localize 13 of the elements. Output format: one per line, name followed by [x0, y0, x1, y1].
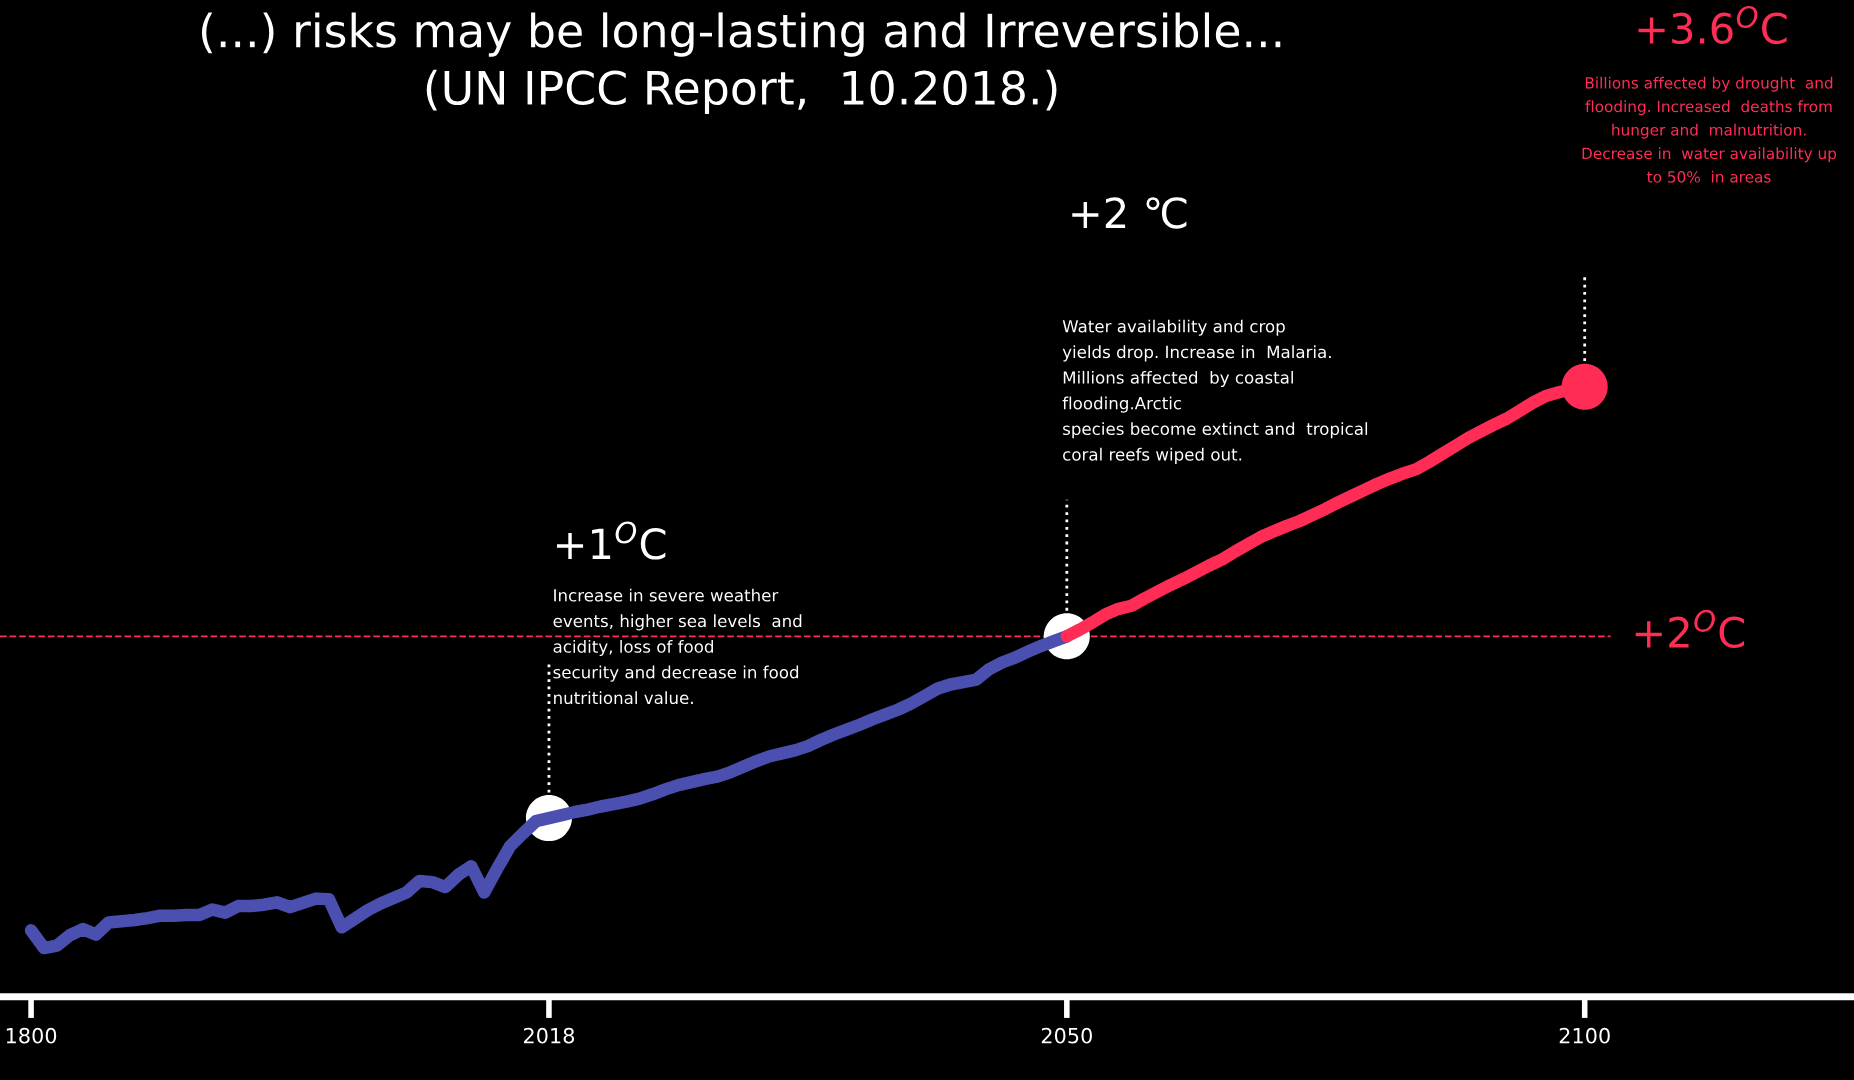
x-tick-label: 2018 — [523, 1027, 575, 1044]
x-tick-label: 2050 — [1041, 1027, 1092, 1044]
chart-title: (...) risks may be long-lasting and Irreversible... — [201, 12, 1281, 57]
ref-line-label: +2$^{O}$C — [1635, 609, 1745, 649]
chart-subtitle: (UN IPCC Report, 10.2018.) — [426, 69, 1057, 114]
x-tick-label: 2100 — [1559, 1027, 1610, 1044]
annotation: +1$^{O}$C — [556, 521, 666, 560]
text: +2 ℃ — [1072, 197, 1187, 229]
text: +3.6$^{O}$C — [1638, 5, 1787, 45]
text: Billions affected by drought and flooding. Increased deaths from hunger and malnutrition. Decrease in water availability up to 50% in areas — [1582, 76, 1837, 183]
annotation: Water availability and crop yields drop. Increase in Malaria. Millions affected by coastal flooding.Arctic species become extinct and tropical coral reefs wiped out. — [1062, 319, 1368, 464]
x-tick-label: 1800 — [6, 1027, 57, 1044]
annotation: Increase in severe weather events, higher sea levels and acidity, loss of food security and decrease in food nutritional value. — [553, 588, 802, 705]
